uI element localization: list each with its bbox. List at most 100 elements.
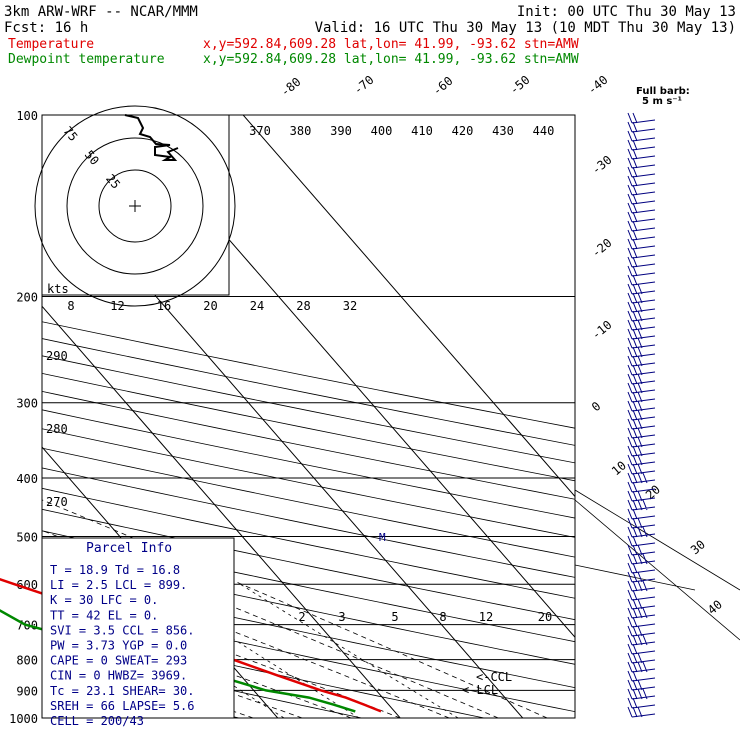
theta-side-label: 280	[46, 422, 68, 436]
hodograph-ring	[98, 169, 172, 243]
wind-barb	[627, 229, 656, 241]
parcel-row: K = 30 LFC = 0.	[50, 593, 158, 607]
temperature-profile	[0, 577, 382, 713]
wind-barb	[627, 643, 656, 655]
parcel-row: CELL = 200/43	[50, 714, 144, 728]
wind-barb	[627, 148, 656, 160]
wind-barb	[627, 301, 656, 313]
mixing-ratio-label: 12	[479, 610, 493, 624]
wind-barb	[627, 256, 656, 268]
legend-temperature-coords: x,y=592.84,609.28 lat,lon= 41.99, -93.62…	[203, 37, 579, 52]
wind-barb	[627, 661, 656, 673]
wind-barb	[627, 526, 656, 538]
wind-barb	[627, 121, 656, 133]
wind-barb	[627, 427, 656, 439]
wind-barb	[627, 490, 656, 502]
profiles: <-CCL<-LCL M	[0, 531, 512, 713]
dry-adiabat	[42, 530, 575, 643]
pressure-tick-label: 1000	[9, 712, 38, 726]
dry-adiabat	[42, 355, 575, 464]
isotherm-label: 30	[688, 537, 708, 557]
top-axis-label: 20	[203, 299, 217, 313]
theta-side-label: 290	[46, 349, 68, 363]
wind-barb	[627, 670, 656, 682]
parcel-row: TT = 42 EL = 0.	[50, 608, 158, 622]
wind-barb	[627, 184, 656, 196]
wind-barb	[627, 265, 656, 277]
dry-adiabat	[42, 487, 575, 599]
wind-barb	[627, 607, 656, 619]
isotherm-label: 0	[589, 399, 604, 414]
wind-barb	[627, 274, 656, 286]
forecast-hour: Fcst: 16 h	[4, 20, 88, 36]
mixed-layer-marker: M	[379, 531, 386, 544]
theta-label: 410	[411, 124, 433, 138]
theta-label: 420	[452, 124, 474, 138]
pressure-tick-label: 400	[16, 472, 38, 486]
wind-barbs: Full barb:5 m s⁻¹	[627, 86, 690, 718]
hodograph-ring	[34, 105, 236, 307]
wind-barb	[627, 238, 656, 250]
wind-barb	[627, 283, 656, 295]
wind-barb	[627, 652, 656, 664]
wind-barb	[627, 508, 656, 520]
parcel-panel-frame	[41, 537, 235, 719]
dry-adiabat	[42, 338, 575, 446]
pressure-tick-label: 600	[16, 578, 38, 592]
isotherm-label: -30	[589, 153, 615, 178]
wind-barb	[627, 706, 656, 718]
wind-barb	[627, 616, 656, 628]
wind-barb	[627, 319, 656, 331]
wind-barb	[627, 130, 656, 142]
wind-barb	[627, 292, 656, 304]
dewpoint-profile	[0, 609, 356, 713]
chart-header: 3km ARW-WRF -- NCAR/MMM Init: 00 UTC Thu…	[4, 4, 736, 67]
theta-label: 400	[371, 124, 393, 138]
theta-label: 380	[290, 124, 312, 138]
parcel-row: CAPE = 0 SWEAT= 293	[50, 654, 187, 668]
isotherm-label: 40	[705, 597, 725, 617]
pressure-tick-label: 900	[16, 684, 38, 698]
wind-scale-units: 5 m s⁻¹	[642, 96, 682, 107]
theta-label: 390	[330, 124, 352, 138]
wind-barb	[627, 517, 656, 529]
valid-time: Valid: 16 UTC Thu 30 May 13 (10 MDT Thu …	[315, 20, 736, 36]
theta-label: 370	[249, 124, 271, 138]
wind-barb	[627, 697, 656, 709]
mixing-ratio-label: 8	[439, 610, 446, 624]
pressure-tick-label: 500	[16, 530, 38, 544]
top-axis-label: 24	[250, 299, 264, 313]
wind-barb	[627, 625, 656, 637]
wind-scale-title: Full barb:	[636, 86, 690, 97]
mixing-ratio-label: 3	[338, 610, 345, 624]
parcel-row: PW = 3.73 YGP = 0.0	[50, 639, 187, 653]
wind-barb	[627, 553, 656, 565]
wind-barb	[627, 409, 656, 421]
plot-frame	[41, 114, 576, 719]
pressure-tick-label: 200	[16, 291, 38, 305]
wind-barb	[627, 445, 656, 457]
pressure-tick-label: 100	[16, 109, 38, 123]
wind-barb	[627, 535, 656, 547]
wind-barb	[627, 463, 656, 475]
hodograph-ring	[66, 137, 204, 275]
wind-barb	[627, 400, 656, 412]
wind-barb	[627, 157, 656, 169]
pressure-tick-label: 800	[16, 654, 38, 668]
wind-barb	[627, 391, 656, 403]
wind-barb	[627, 571, 656, 583]
theta-label: 430	[492, 124, 514, 138]
hodograph-trace	[124, 114, 179, 161]
parcel-row: Tc = 23.1 SHEAR= 30.	[50, 684, 195, 698]
parcel-row: SREH = 66 LAPSE= 5.6	[50, 699, 195, 713]
wind-barb	[627, 472, 656, 484]
isotherm-label: -50	[507, 73, 533, 98]
wind-barb	[627, 112, 656, 124]
top-axis-label: 32	[343, 299, 357, 313]
legend-dewpoint-coords: x,y=592.84,609.28 lat,lon= 41.99, -93.62…	[203, 52, 579, 67]
wind-barb	[627, 481, 656, 493]
dry-adiabat	[42, 508, 575, 621]
